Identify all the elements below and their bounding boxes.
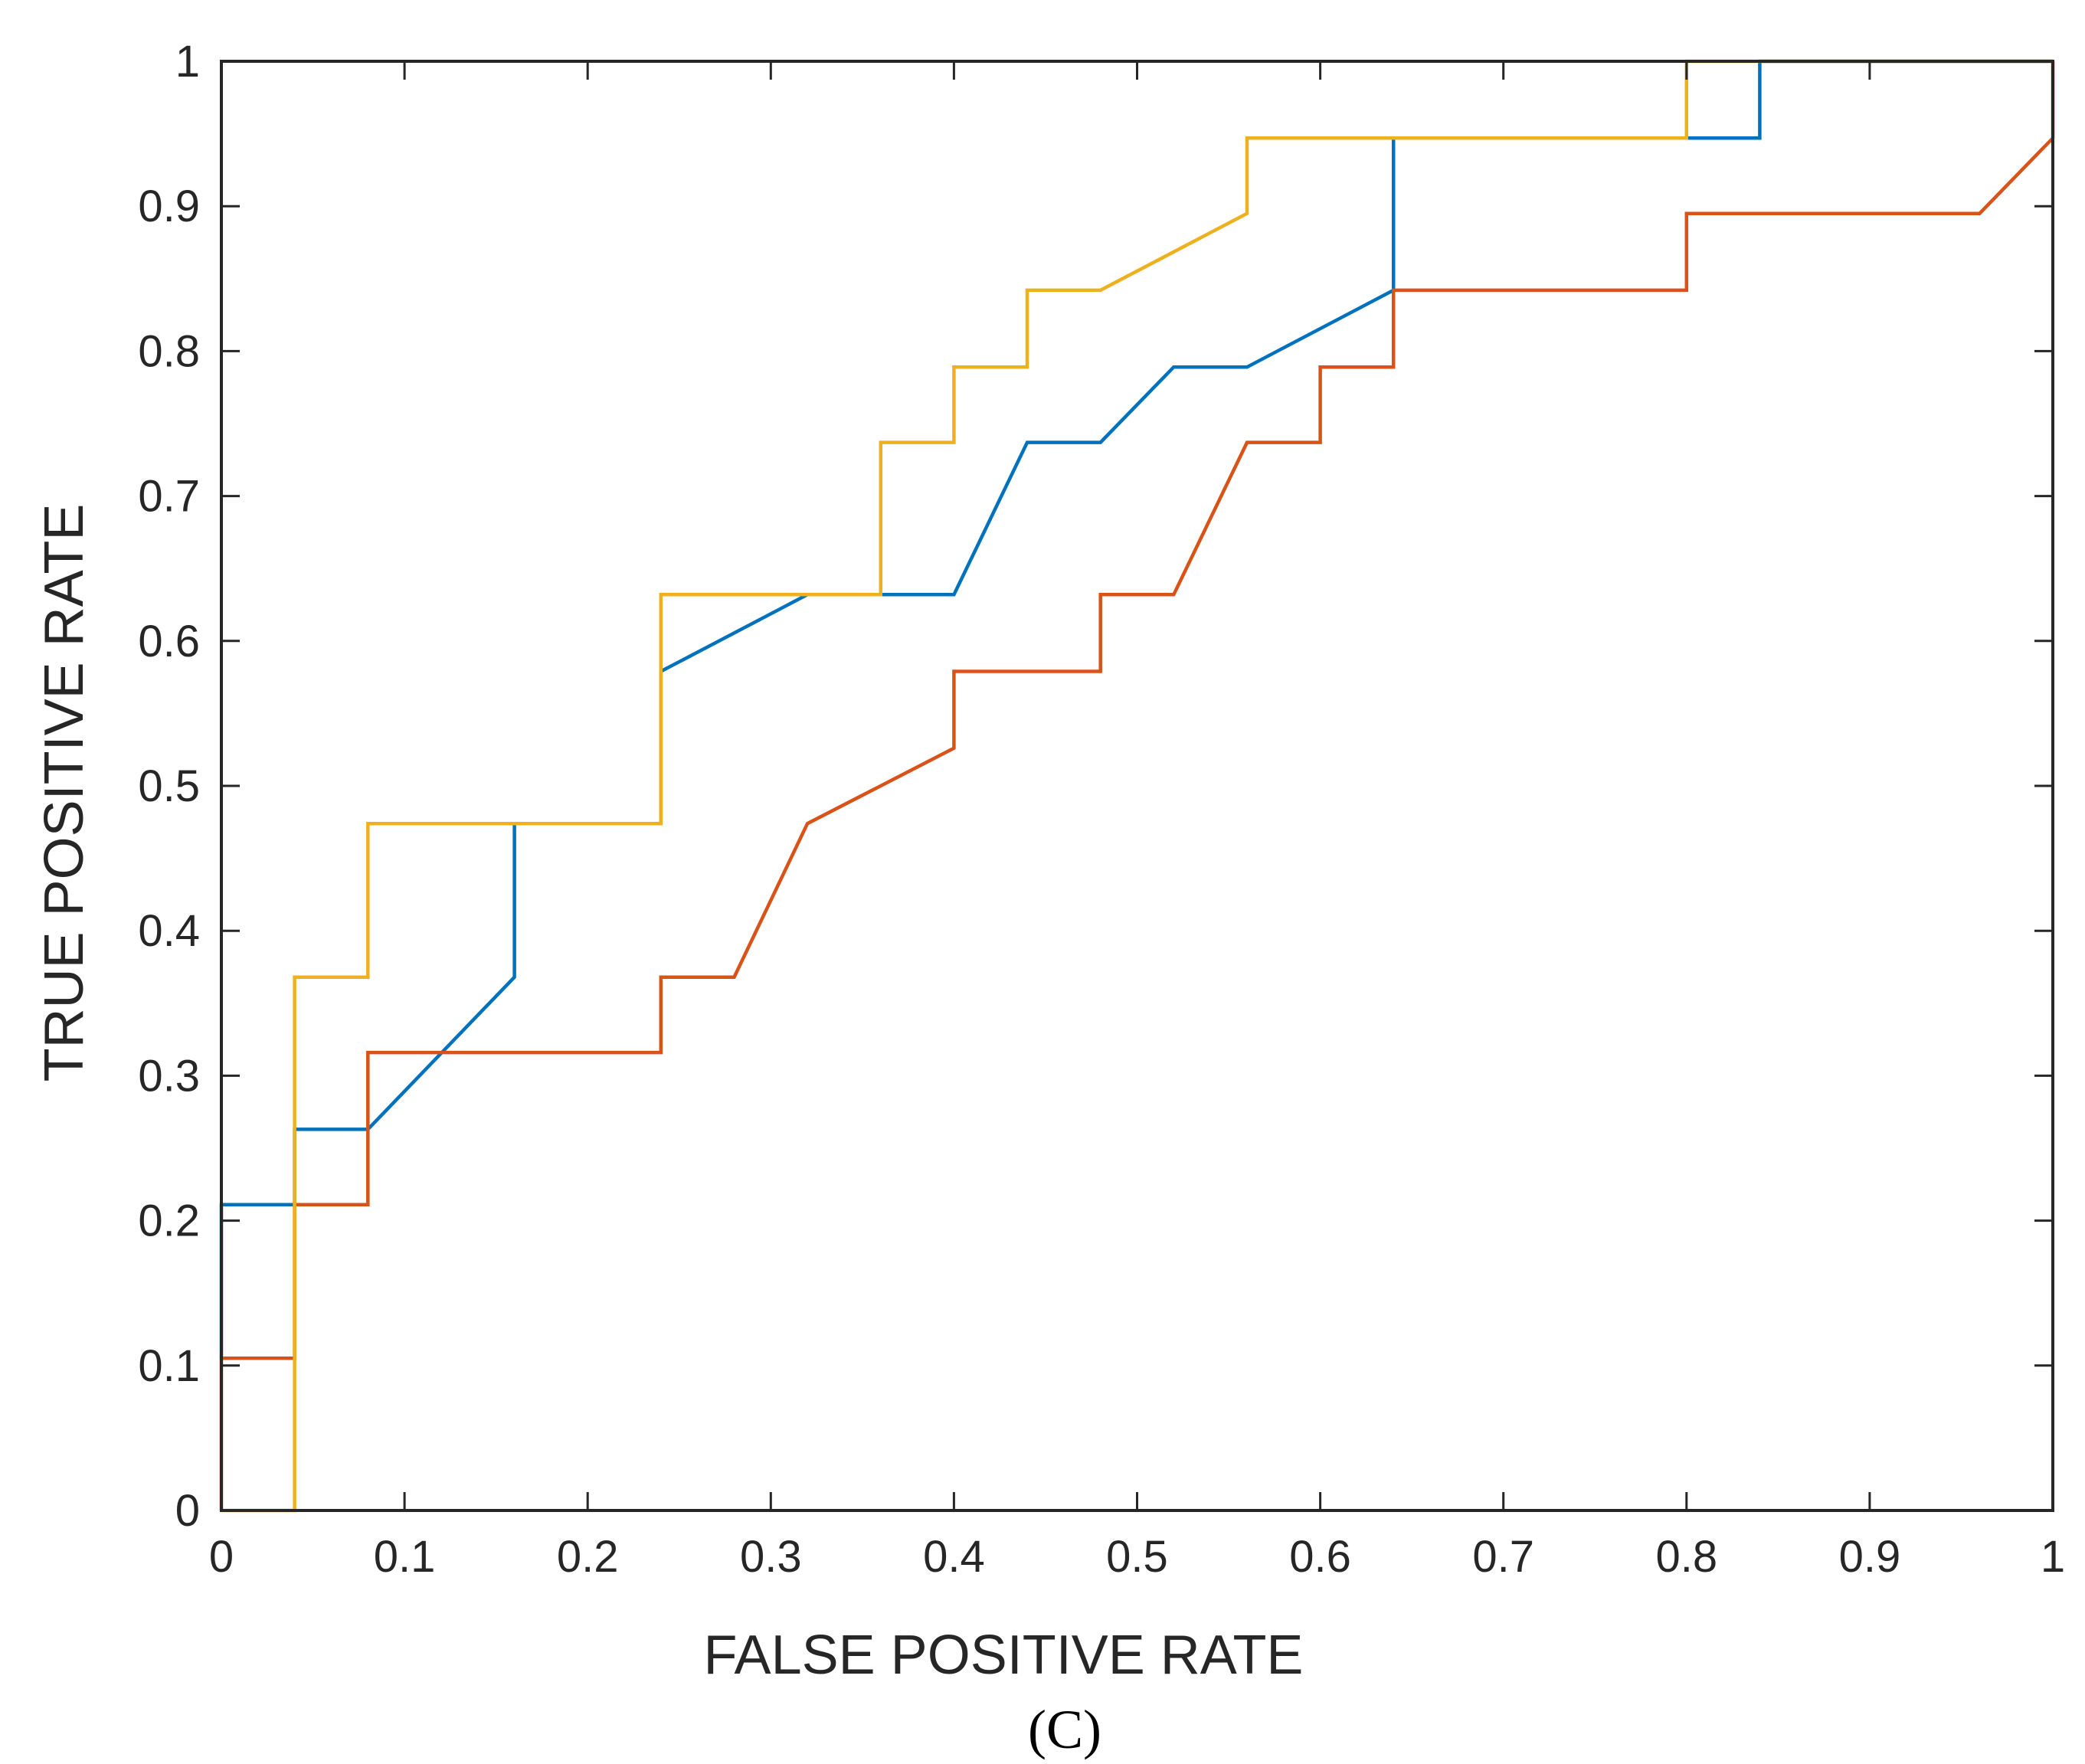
x-tick-label: 0.4 [923, 1532, 985, 1582]
panel-caption: (C) [1028, 1699, 1101, 1760]
x-tick-label: 0.3 [740, 1532, 802, 1582]
x-tick-label: 0.9 [1839, 1532, 1901, 1582]
series-line-3 [221, 59, 2053, 1513]
x-tick-label: 0.8 [1655, 1532, 1717, 1582]
y-tick-label: 0.1 [138, 1341, 200, 1391]
x-tick-label: 1 [2041, 1532, 2065, 1582]
y-tick-label: 0.8 [138, 326, 200, 376]
series-line-2 [219, 61, 2055, 1510]
x-tick-label: 0 [209, 1532, 234, 1582]
x-tick-label: 0.1 [374, 1532, 436, 1582]
y-tick-label: 0.9 [138, 182, 200, 231]
x-tick-label: 0.7 [1472, 1532, 1534, 1582]
x-tick-label: 0.6 [1289, 1532, 1351, 1582]
y-tick-label: 0 [175, 1486, 200, 1536]
y-tick-label: 1 [175, 37, 200, 87]
series-layer [219, 59, 2055, 1513]
y-tick-label: 0.5 [138, 761, 200, 811]
y-tick-label: 0.4 [138, 906, 200, 956]
y-tick-label: 0.3 [138, 1051, 200, 1101]
y-tick-label: 0.6 [138, 617, 200, 666]
x-tick-label: 0.2 [557, 1532, 619, 1582]
y-axis-title: TRUE POSITIVE RATE [34, 504, 95, 1082]
x-axis-title: FALSE POSITIVE RATE [704, 1625, 1304, 1686]
x-tick-label: 0.5 [1106, 1532, 1168, 1582]
y-axis-ticks: 0 0.1 0.2 0.3 0.4 0.5 0.6 0.7 0.8 0.9 1 [138, 37, 2053, 1536]
y-tick-label: 0.7 [138, 472, 200, 522]
x-axis-ticks: 0 0.1 0.2 0.3 0.4 0.5 0.6 0.7 0.8 0.9 1 [209, 61, 2065, 1582]
y-tick-label: 0.2 [138, 1196, 200, 1246]
plot-area: 0 0.1 0.2 0.3 0.4 0.5 0.6 0.7 0.8 0.9 1 0 0.1 0.2 0.3… [138, 37, 2065, 1582]
